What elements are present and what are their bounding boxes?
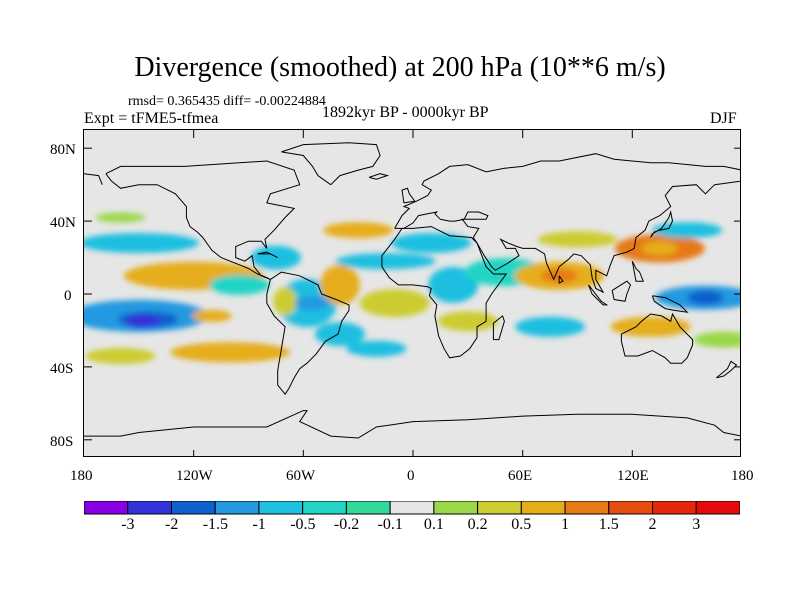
coastline (257, 251, 278, 259)
coastline (394, 180, 740, 294)
lon-tick-label: 60E (508, 468, 533, 484)
coastline (611, 280, 632, 302)
colorbar-swatch (477, 501, 522, 515)
colorbar (84, 501, 740, 515)
field-band (359, 289, 430, 318)
colorbar-label: -0.1 (377, 516, 403, 533)
amazon-convergence (294, 296, 331, 311)
field-band (346, 340, 407, 357)
colorbar-label: 0.5 (511, 516, 532, 533)
colorbar-swatch (302, 501, 347, 515)
west-pacific-divergence (641, 241, 678, 256)
field-band (652, 222, 723, 239)
colorbar-label: -0.2 (333, 516, 360, 533)
field-band (319, 264, 360, 305)
colorbar-label: 0.1 (423, 516, 444, 533)
lon-tick-label: 180 (70, 468, 93, 484)
coastline (558, 275, 564, 284)
coastline (281, 142, 381, 186)
equatorial-pacific-convergence (687, 290, 724, 305)
colorbar-swatch (345, 501, 391, 515)
field-band (209, 274, 270, 295)
coastline (401, 187, 416, 204)
colorbar-swatch (520, 501, 566, 515)
colorbar-swatch (652, 501, 697, 515)
field-band (391, 233, 472, 253)
field-band (437, 311, 498, 332)
colorbar-label: 3 (692, 516, 701, 533)
colorbar-label: -1.5 (202, 516, 229, 533)
colorbar-label: -1 (252, 516, 266, 533)
field-band (515, 316, 586, 337)
field-band (85, 348, 156, 364)
colorbar-label: -2 (165, 516, 179, 533)
colorbar-label: 1.5 (598, 516, 619, 533)
lon-tick-label: 120E (617, 468, 649, 484)
field-band (273, 287, 298, 316)
north-atlantic-divergence (340, 223, 377, 238)
field-band (84, 233, 199, 253)
colorbar-swatch (127, 501, 172, 515)
coastline (631, 260, 645, 282)
coastline (651, 295, 689, 313)
field-band (250, 245, 301, 270)
lon-tick-label: 120W (176, 468, 213, 484)
colorbar-swatch (84, 501, 129, 515)
period-label: 1892kyr BP - 0000kyr BP (322, 104, 489, 121)
colorbar-swatch (389, 501, 435, 515)
field-band (693, 331, 740, 348)
lat-tick-label: 80N (50, 142, 76, 158)
colorbar-swatch (170, 501, 216, 515)
field-band (428, 266, 479, 303)
coastline (381, 226, 508, 359)
coastline (588, 284, 609, 306)
lat-tick-label: 40N (50, 215, 76, 231)
coastline (394, 153, 740, 229)
colorbar-swatch (214, 501, 260, 515)
colorbar-label: 2 (648, 516, 657, 533)
colorbar-swatch (433, 501, 479, 515)
coastline (84, 173, 103, 185)
field-band (95, 212, 146, 223)
colorbar-swatch (695, 501, 740, 515)
colorbar-swatch (608, 501, 654, 515)
coastline (492, 315, 505, 341)
coastline (368, 173, 390, 180)
coastline (716, 360, 738, 379)
lon-tick-label: 60W (286, 468, 316, 484)
coastline (650, 210, 674, 238)
divergence-map (84, 130, 740, 456)
coastline (105, 160, 301, 280)
experiment-label: Expt = tFME5-tfmea (84, 110, 219, 127)
lat-tick-label: 40S (50, 361, 74, 377)
map-panel (83, 129, 741, 457)
lon-tick-label: 0 (407, 468, 415, 484)
statistics-line: rmsd= 0.365435 diff= -0.00224884 (128, 94, 326, 109)
lat-tick-label: 80S (50, 434, 74, 450)
coastline (266, 271, 350, 396)
lon-tick-label: 180 (731, 468, 754, 484)
coastline (620, 312, 694, 364)
colorbar-swatch (258, 501, 304, 515)
colorbar-swatch (564, 501, 610, 515)
colorbar-label: -3 (121, 516, 135, 533)
colorbar-label: 1 (561, 516, 570, 533)
central-pacific-convergence (124, 314, 161, 329)
field-band (335, 253, 436, 270)
colorbar-label: -0.5 (290, 516, 316, 533)
colorbar-label: 0.2 (467, 516, 488, 533)
field-band (537, 231, 618, 248)
lat-tick-label: 0 (64, 288, 72, 304)
season-label: DJF (710, 110, 737, 127)
field-band (191, 309, 232, 322)
field-band (314, 322, 365, 347)
coastline (84, 410, 740, 439)
field-band (170, 342, 291, 363)
plot-title: Divergence (smoothed) at 200 hPa (10**6 … (134, 52, 666, 83)
